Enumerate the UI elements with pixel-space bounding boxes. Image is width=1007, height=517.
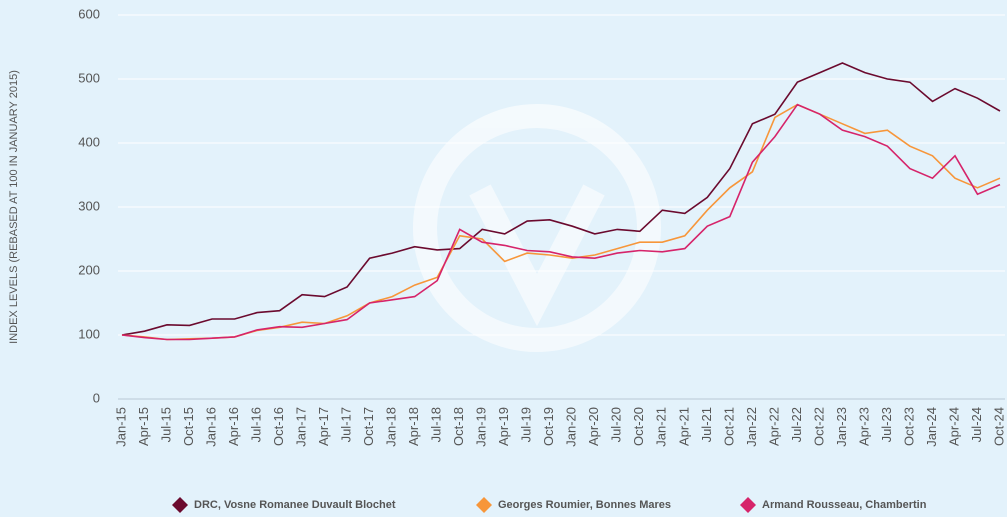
x-tick-label: Oct-18 [451,407,466,446]
watermark-ring [413,104,661,352]
x-tick-label: Jan-16 [203,407,218,447]
y-tick-label: 600 [78,6,100,21]
x-tick-label: Jul-18 [429,407,444,442]
legend-label: Georges Roumier, Bonnes Mares [498,499,671,511]
x-tick-label: Apr-22 [766,407,781,446]
x-tick-label: Oct-20 [631,407,646,446]
x-tick-label: Jan-24 [924,407,939,447]
y-tick-label: 400 [78,134,100,149]
legend-label: DRC, Vosne Romanee Duvault Blochet [194,499,396,511]
x-tick-label: Apr-20 [586,407,601,446]
x-tick-label: Apr-24 [946,407,961,446]
x-tick-label: Jan-23 [834,407,849,447]
y-tick-label: 100 [78,326,100,341]
x-tick-label: Jan-15 [113,407,128,447]
y-tick-label: 500 [78,70,100,85]
x-tick-label: Apr-16 [226,407,241,446]
y-axis-title: INDEX LEVELS (REBASED AT 100 IN JANUARY … [8,70,20,344]
x-tick-label: Jul-22 [789,407,804,442]
legend-marker [740,497,756,513]
x-tick-label: Oct-23 [901,407,916,446]
x-tick-label: Jan-20 [564,407,579,447]
x-tick-label: Jan-19 [474,407,489,447]
x-tick-label: Oct-19 [541,407,556,446]
x-tick-label: Apr-21 [676,407,691,446]
legend-label: Armand Rousseau, Chambertin [762,499,927,511]
y-tick-label: 0 [93,390,100,405]
x-tick-label: Oct-21 [721,407,736,446]
x-tick-label: Jul-24 [969,407,984,442]
x-tick-label: Apr-15 [136,407,151,446]
legend-marker [476,497,492,513]
x-tick-label: Jan-18 [384,407,399,447]
x-tick-label: Jul-21 [699,407,714,442]
x-tick-label: Jul-20 [609,407,624,442]
x-tick-label: Jan-21 [654,407,669,447]
y-tick-label: 200 [78,262,100,277]
x-tick-label: Apr-18 [406,407,421,446]
x-tick-label: Jul-15 [158,407,173,442]
y-tick-label: 300 [78,198,100,213]
x-tick-label: Jul-16 [249,407,264,442]
x-tick-label: Jul-17 [339,407,354,442]
x-tick-label: Oct-22 [811,407,826,446]
x-tick-label: Apr-17 [316,407,331,446]
x-tick-label: Oct-15 [181,407,196,446]
x-tick-label: Oct-24 [991,407,1006,446]
legend-marker [172,497,188,513]
series-line [121,103,1001,341]
x-tick-label: Oct-17 [361,407,376,446]
x-tick-label: Apr-19 [496,407,511,446]
x-tick-label: Jul-19 [519,407,534,442]
x-tick-label: Jan-22 [744,407,759,447]
x-tick-label: Jan-17 [294,407,309,447]
x-tick-label: Apr-23 [856,407,871,446]
x-tick-label: Jul-23 [879,407,894,442]
x-tick-label: Oct-16 [271,407,286,446]
series-line [121,62,1001,336]
